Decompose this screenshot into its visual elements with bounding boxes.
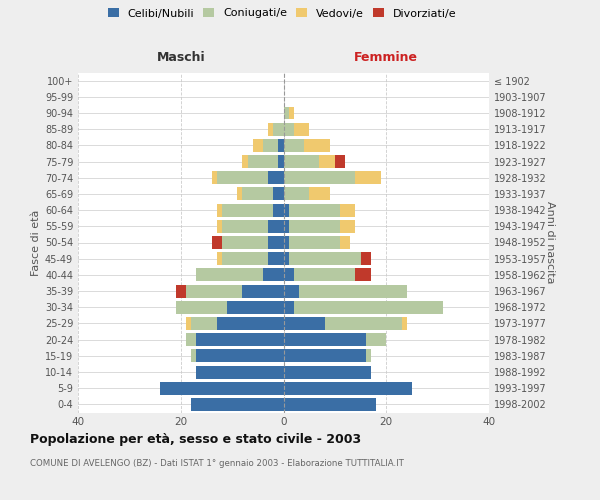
Bar: [248, 155, 278, 168]
Bar: [284, 366, 371, 378]
Bar: [289, 220, 340, 233]
Bar: [196, 366, 284, 378]
Bar: [212, 236, 222, 249]
Bar: [160, 382, 284, 394]
Bar: [268, 172, 284, 184]
Bar: [222, 204, 273, 216]
Bar: [227, 301, 284, 314]
Bar: [340, 220, 355, 233]
Bar: [237, 188, 242, 200]
Bar: [284, 252, 289, 265]
Bar: [191, 350, 196, 362]
Bar: [253, 139, 263, 152]
Bar: [217, 172, 268, 184]
Bar: [284, 106, 289, 120]
Legend: Celibi/Nubili, Coniugati/e, Vedovi/e, Divorziati/e: Celibi/Nubili, Coniugati/e, Vedovi/e, Di…: [107, 8, 457, 18]
Bar: [340, 204, 355, 216]
Bar: [289, 252, 361, 265]
Bar: [263, 268, 284, 281]
Bar: [289, 236, 340, 249]
Bar: [273, 204, 284, 216]
Bar: [284, 317, 325, 330]
Bar: [191, 398, 284, 411]
Bar: [284, 220, 289, 233]
Bar: [268, 252, 284, 265]
Bar: [284, 122, 294, 136]
Bar: [186, 284, 242, 298]
Bar: [268, 236, 284, 249]
Bar: [355, 268, 371, 281]
Bar: [196, 333, 284, 346]
Bar: [196, 268, 263, 281]
Bar: [401, 317, 407, 330]
Bar: [294, 301, 443, 314]
Bar: [284, 268, 294, 281]
Bar: [186, 317, 191, 330]
Bar: [289, 204, 340, 216]
Bar: [284, 382, 412, 394]
Bar: [284, 172, 355, 184]
Bar: [217, 204, 222, 216]
Bar: [289, 106, 294, 120]
Bar: [319, 155, 335, 168]
Bar: [242, 284, 284, 298]
Bar: [242, 155, 248, 168]
Bar: [222, 220, 268, 233]
Bar: [284, 284, 299, 298]
Bar: [294, 122, 309, 136]
Bar: [355, 172, 381, 184]
Bar: [361, 252, 371, 265]
Bar: [284, 333, 366, 346]
Y-axis label: Anni di nascita: Anni di nascita: [545, 201, 555, 283]
Bar: [309, 188, 330, 200]
Bar: [299, 284, 407, 298]
Bar: [191, 317, 217, 330]
Bar: [268, 122, 273, 136]
Bar: [284, 155, 319, 168]
Bar: [340, 236, 350, 249]
Bar: [284, 139, 304, 152]
Bar: [284, 204, 289, 216]
Bar: [196, 350, 284, 362]
Bar: [278, 155, 284, 168]
Bar: [278, 139, 284, 152]
Bar: [217, 220, 222, 233]
Bar: [222, 236, 268, 249]
Bar: [284, 398, 376, 411]
Bar: [325, 317, 401, 330]
Bar: [335, 155, 345, 168]
Bar: [176, 284, 186, 298]
Bar: [217, 252, 222, 265]
Bar: [263, 139, 278, 152]
Text: Maschi: Maschi: [157, 52, 205, 64]
Bar: [284, 236, 289, 249]
Y-axis label: Fasce di età: Fasce di età: [31, 210, 41, 276]
Text: Popolazione per età, sesso e stato civile - 2003: Popolazione per età, sesso e stato civil…: [30, 432, 361, 446]
Text: Femmine: Femmine: [354, 52, 418, 64]
Bar: [242, 188, 273, 200]
Text: COMUNE DI AVELENGO (BZ) - Dati ISTAT 1° gennaio 2003 - Elaborazione TUTTITALIA.I: COMUNE DI AVELENGO (BZ) - Dati ISTAT 1° …: [30, 459, 404, 468]
Bar: [284, 350, 366, 362]
Bar: [273, 188, 284, 200]
Bar: [176, 301, 227, 314]
Bar: [268, 220, 284, 233]
Bar: [273, 122, 284, 136]
Bar: [366, 350, 371, 362]
Bar: [284, 301, 294, 314]
Bar: [186, 333, 196, 346]
Bar: [212, 172, 217, 184]
Bar: [366, 333, 386, 346]
Bar: [304, 139, 330, 152]
Bar: [217, 317, 284, 330]
Bar: [294, 268, 355, 281]
Bar: [222, 252, 268, 265]
Bar: [284, 188, 309, 200]
